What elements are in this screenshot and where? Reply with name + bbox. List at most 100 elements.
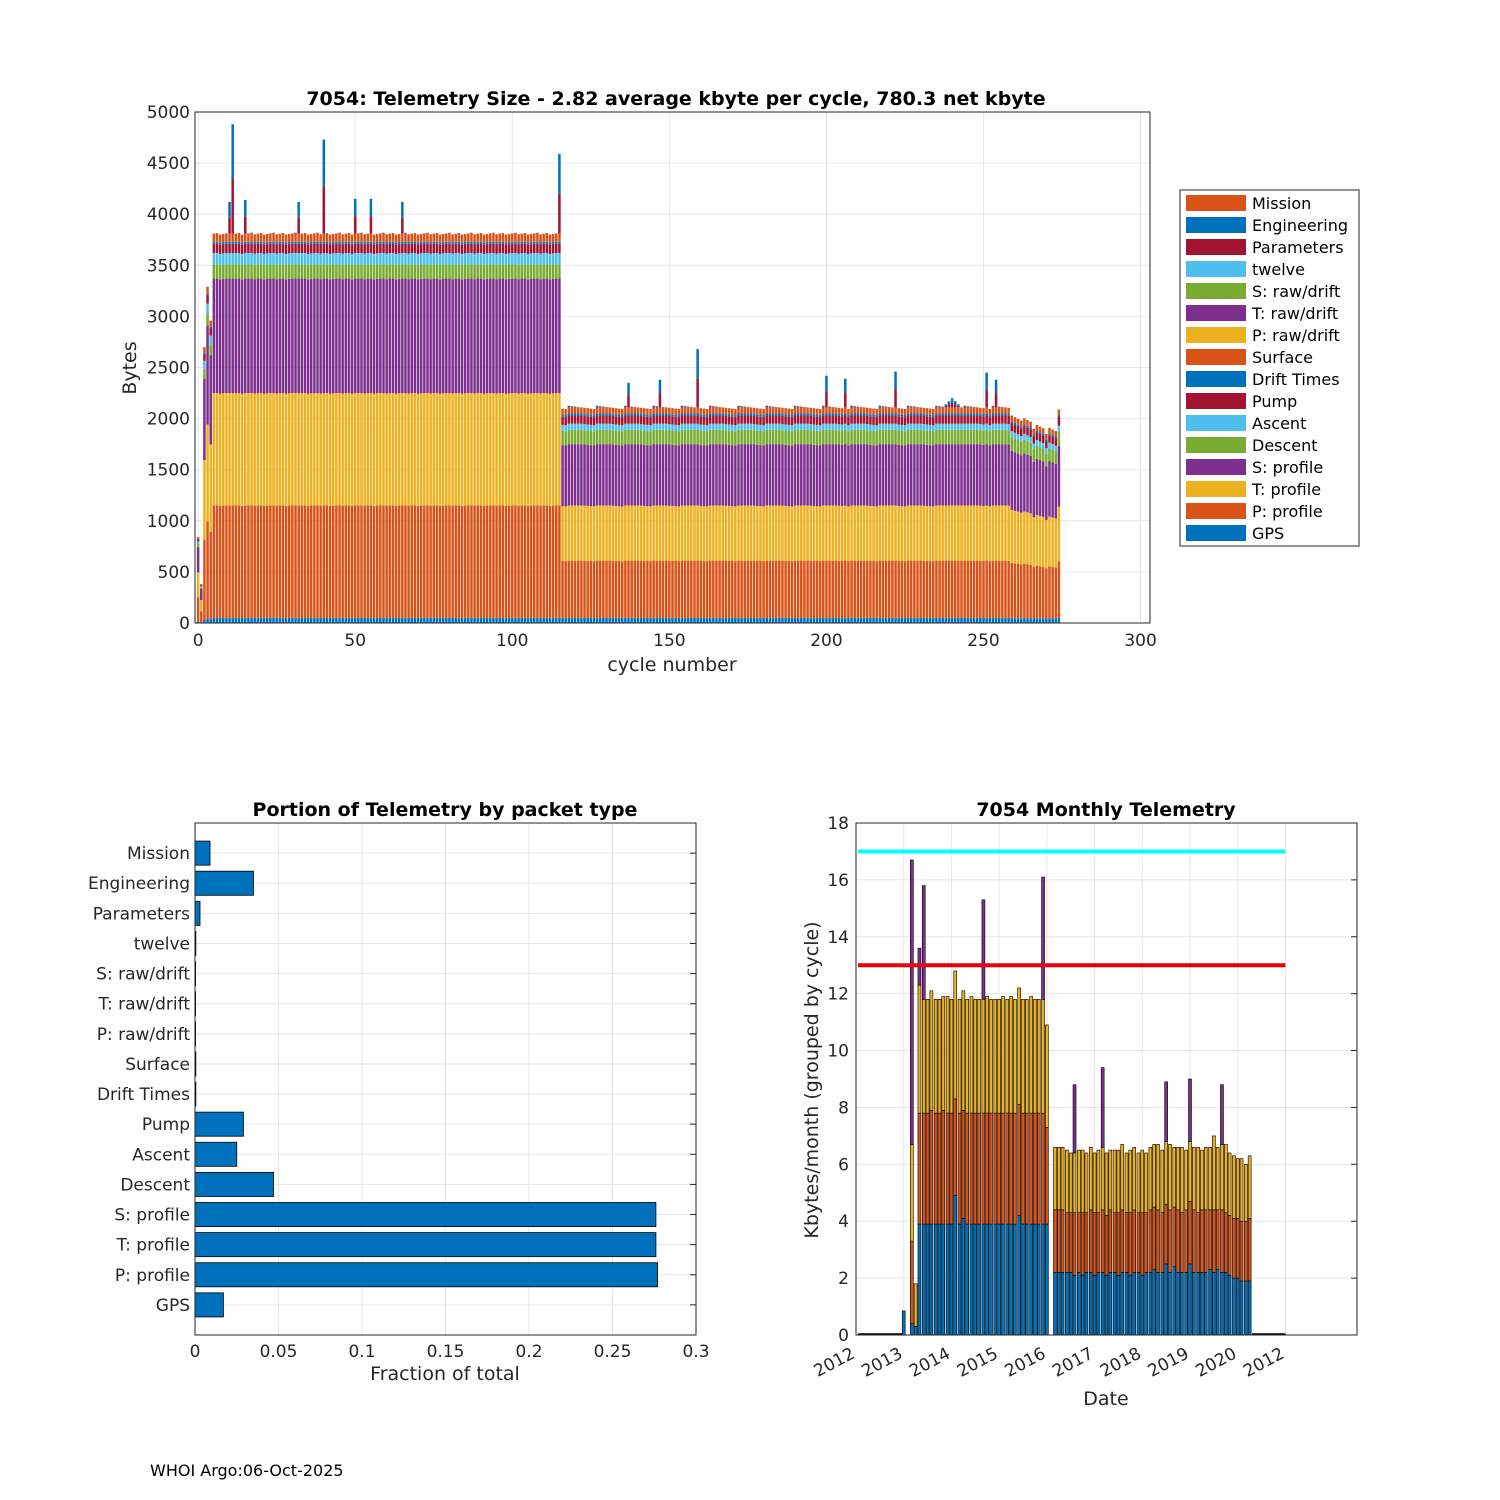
legend-label: S: profile: [1252, 458, 1323, 477]
bar-segment: [1010, 618, 1014, 623]
bar-segment: [222, 264, 225, 279]
bar-segment: [445, 253, 448, 265]
bar-segment: [727, 505, 731, 561]
bar-segment: [1010, 563, 1014, 619]
bar-segment: [526, 253, 530, 266]
month-bar-segment: [1140, 1149, 1145, 1213]
bar-segment: [671, 414, 674, 417]
bar-segment: [388, 233, 392, 242]
bar-segment: [234, 253, 238, 265]
bar-segment: [259, 253, 263, 265]
bar-segment: [1048, 435, 1051, 443]
bar-segment: [916, 560, 919, 618]
bar-segment: [985, 407, 988, 414]
bar-segment: [369, 253, 373, 265]
x-tick-label: 0.25: [594, 1342, 632, 1362]
month-bar-segment: [1060, 1272, 1065, 1336]
bar-segment: [350, 244, 354, 254]
bar-segment: [705, 408, 709, 416]
bar-segment: [960, 444, 963, 506]
bar-segment: [313, 241, 316, 244]
bar-segment: [529, 393, 533, 506]
month-bar-segment: [1100, 1272, 1105, 1336]
bar-segment: [372, 393, 376, 506]
month-bar-segment: [1132, 1146, 1136, 1211]
bar-segment: [944, 423, 948, 430]
bar-segment: [831, 560, 834, 618]
month-bar-segment: [1215, 1209, 1220, 1270]
month-bar-segment: [1112, 1212, 1117, 1273]
month-bar-segment: [1053, 1146, 1057, 1211]
bar-segment: [561, 430, 564, 446]
bar-segment: [306, 244, 310, 254]
bar-segment: [721, 413, 725, 416]
bar-segment: [583, 505, 586, 561]
bar-segment: [1026, 512, 1029, 565]
bar-segment: [573, 423, 577, 430]
bar-segment: [762, 417, 765, 426]
bar-segment: [690, 413, 693, 416]
bar-segment: [451, 505, 454, 618]
month-bar-segment: [1223, 1212, 1228, 1273]
bar-segment: [206, 325, 209, 425]
bar-segment: [501, 505, 505, 618]
bar-segment: [642, 505, 646, 561]
bar-segment: [375, 393, 379, 506]
bar-segment: [338, 233, 341, 242]
bar-segment: [228, 201, 231, 218]
bar-segment: [397, 233, 401, 243]
bar-segment: [834, 413, 838, 416]
bar-segment: [953, 413, 957, 416]
bar-segment: [357, 617, 360, 623]
bar-segment: [438, 253, 442, 266]
bar-segment: [840, 560, 844, 618]
month-bar-segment: [1065, 1272, 1069, 1336]
bar-segment: [372, 242, 376, 245]
bar-segment: [495, 264, 498, 280]
bar-segment: [796, 413, 800, 416]
bar-segment: [975, 429, 979, 445]
bar-segment: [724, 430, 728, 445]
bar-segment: [690, 505, 693, 561]
month-bar-segment: [1017, 1104, 1021, 1216]
bar-segment: [306, 505, 310, 618]
bar-segment: [696, 617, 699, 623]
bar-segment: [825, 444, 828, 506]
month-bar-segment: [1068, 1272, 1073, 1336]
bar-segment: [401, 233, 404, 242]
bar-segment: [878, 560, 882, 618]
bar-segment: [328, 234, 332, 243]
bar-segment: [1029, 436, 1032, 443]
bar-segment: [1029, 618, 1032, 623]
bar-segment: [803, 423, 806, 430]
month-bar-segment: [957, 1223, 962, 1336]
month-bar-segment: [1227, 1215, 1232, 1276]
bar-segment: [878, 405, 882, 407]
bar-segment: [1032, 461, 1036, 518]
bar-segment: [897, 416, 900, 425]
legend-swatch: [1186, 525, 1246, 541]
bar-segment: [325, 233, 329, 242]
bar-segment: [997, 617, 1001, 623]
bar-segment: [489, 243, 492, 254]
bar-segment: [997, 444, 1001, 506]
month-bar-segment: [925, 1223, 930, 1336]
bar-segment: [837, 444, 841, 506]
month-bar-segment: [961, 1109, 966, 1219]
bar-segment: [595, 560, 599, 618]
bar-segment: [203, 619, 206, 623]
bar-segment: [319, 264, 322, 280]
bar-segment: [947, 505, 951, 561]
bar-segment: [583, 444, 586, 506]
bar-segment: [558, 617, 561, 623]
bar-segment: [595, 405, 599, 407]
bar-segment: [375, 244, 379, 254]
bar-segment: [319, 393, 322, 506]
x-tick-label: 0.05: [260, 1342, 298, 1362]
bar-segment: [344, 243, 348, 254]
month-bar-segment: [921, 1112, 926, 1225]
month-bar-segment: [949, 1223, 954, 1336]
bar-segment: [357, 393, 360, 506]
legend-swatch: [1186, 239, 1246, 255]
bar-segment: [325, 241, 329, 244]
